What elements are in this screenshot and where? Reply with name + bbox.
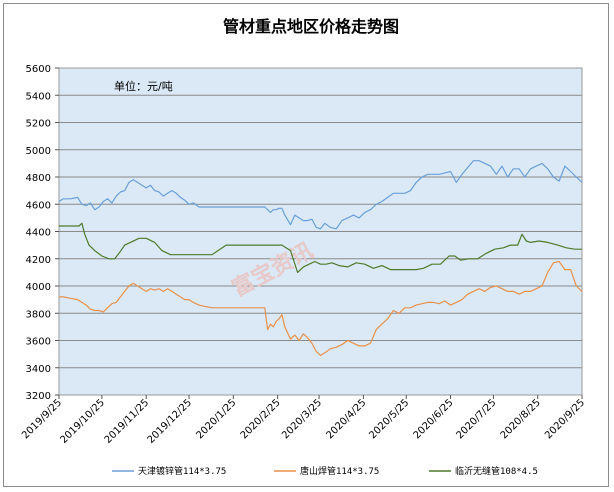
- y-tick-label: 5200: [26, 119, 51, 130]
- y-tick-label: 3200: [26, 391, 51, 402]
- legend-label-1: 天津镀锌管114*3.75: [138, 465, 226, 477]
- x-tick-label: 2019/9/25: [20, 397, 64, 441]
- legend: 天津镀锌管114*3.75 唐山焊管114*3.75 临沂无缝管108*4.5: [112, 465, 538, 477]
- y-tick-label: 4000: [26, 282, 51, 293]
- x-tick-label: 2020/5/25: [367, 397, 411, 441]
- chart-frame: 管材重点地区价格走势图 富宝资讯 3200 3400 3600 3800 4000 420…: [3, 3, 609, 487]
- unit-label: 单位：元/吨: [114, 79, 173, 93]
- y-tick-label: 4800: [26, 173, 51, 184]
- x-tick-label: 2020/7/25: [454, 397, 498, 441]
- y-tick-label: 5000: [26, 146, 51, 157]
- chart-title: 管材重点地区价格走势图: [223, 17, 399, 36]
- y-tick-label: 3400: [26, 364, 51, 375]
- x-tick-label: 2019/10/25: [58, 397, 107, 446]
- x-tick-label: 2020/3/25: [280, 397, 324, 441]
- y-tick-label: 3800: [26, 309, 51, 320]
- series-line-3: [59, 222, 582, 273]
- x-tick-label: 2020/6/25: [412, 397, 456, 441]
- gridlines: [59, 94, 582, 369]
- legend-label-2: 唐山焊管114*3.75: [300, 465, 379, 477]
- series-line-1: [58, 160, 583, 230]
- y-tick-label: 5600: [26, 64, 51, 75]
- y-tick-label: 4600: [26, 200, 51, 211]
- x-tick-label: 2020/8/25: [499, 397, 543, 441]
- y-axis: 3200 3400 3600 3800 4000 4200 4400 4600 4800 5000…: [26, 64, 59, 402]
- price-trend-chart: 管材重点地区价格走势图 富宝资讯 32003400360038004000420…: [20, 17, 587, 477]
- x-tick-label: 2020/1/25: [194, 397, 238, 441]
- y-tick-label: 4200: [26, 255, 51, 266]
- x-tick-label: 2019/12/25: [146, 397, 195, 446]
- x-tick-label: 2020/4/25: [324, 397, 368, 441]
- x-tick-label: 2020/9/25: [543, 397, 587, 441]
- y-tick-label: 4400: [26, 228, 51, 239]
- x-tick-label: 2020/2/25: [239, 397, 283, 441]
- y-tick-label: 3600: [26, 337, 51, 348]
- series-lines: [58, 160, 583, 357]
- series-line-2: [59, 260, 583, 357]
- y-tick-label: 5400: [26, 91, 51, 102]
- x-tick-label: 2019/11/25: [103, 397, 152, 446]
- legend-label-3: 临沂无缝管108*4.5: [455, 465, 538, 477]
